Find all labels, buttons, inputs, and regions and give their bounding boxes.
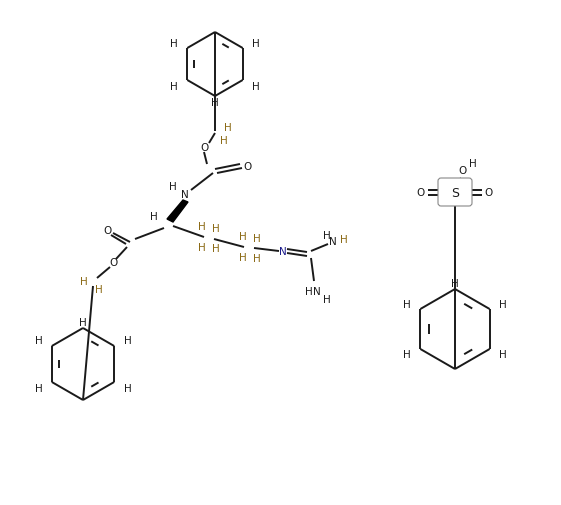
Text: H: H: [211, 98, 219, 108]
Text: H: H: [252, 38, 260, 48]
Text: H: H: [212, 224, 220, 233]
Text: H: H: [451, 278, 459, 288]
Text: S: S: [451, 186, 459, 199]
Text: H: H: [170, 38, 178, 48]
Text: H: H: [79, 317, 87, 327]
Text: N: N: [279, 246, 287, 257]
Text: H: H: [340, 234, 348, 244]
Text: H: H: [253, 233, 261, 243]
Text: H: H: [239, 252, 247, 263]
Text: H: H: [169, 182, 177, 191]
Text: N: N: [181, 189, 189, 199]
Text: H: H: [198, 222, 206, 231]
Text: H: H: [499, 350, 507, 360]
Text: H: H: [35, 336, 42, 346]
Text: H: H: [239, 231, 247, 241]
Text: H: H: [80, 276, 88, 286]
Text: H: H: [323, 294, 331, 305]
Text: H: H: [253, 254, 261, 264]
Text: H: H: [124, 383, 131, 393]
Text: H: H: [252, 81, 260, 91]
Text: H: H: [198, 242, 206, 252]
Text: H: H: [95, 284, 103, 294]
Text: H: H: [403, 299, 411, 309]
Text: H: H: [323, 231, 331, 240]
Text: N: N: [313, 286, 321, 296]
Text: H: H: [499, 299, 507, 309]
Text: H: H: [212, 243, 220, 254]
Text: H: H: [469, 159, 477, 169]
Text: O: O: [104, 226, 112, 235]
Text: O: O: [201, 143, 209, 153]
Polygon shape: [167, 200, 188, 223]
Text: N: N: [329, 236, 337, 246]
Text: H: H: [170, 81, 178, 91]
Text: H: H: [305, 286, 313, 296]
Text: O: O: [485, 188, 493, 197]
FancyBboxPatch shape: [438, 179, 472, 207]
Text: H: H: [150, 212, 158, 222]
Text: O: O: [109, 258, 117, 268]
Text: O: O: [459, 166, 467, 176]
Text: H: H: [35, 383, 42, 393]
Text: H: H: [403, 350, 411, 360]
Text: H: H: [124, 336, 131, 346]
Text: H: H: [220, 136, 228, 146]
Text: O: O: [244, 162, 252, 172]
Text: O: O: [417, 188, 425, 197]
Text: H: H: [224, 123, 232, 133]
